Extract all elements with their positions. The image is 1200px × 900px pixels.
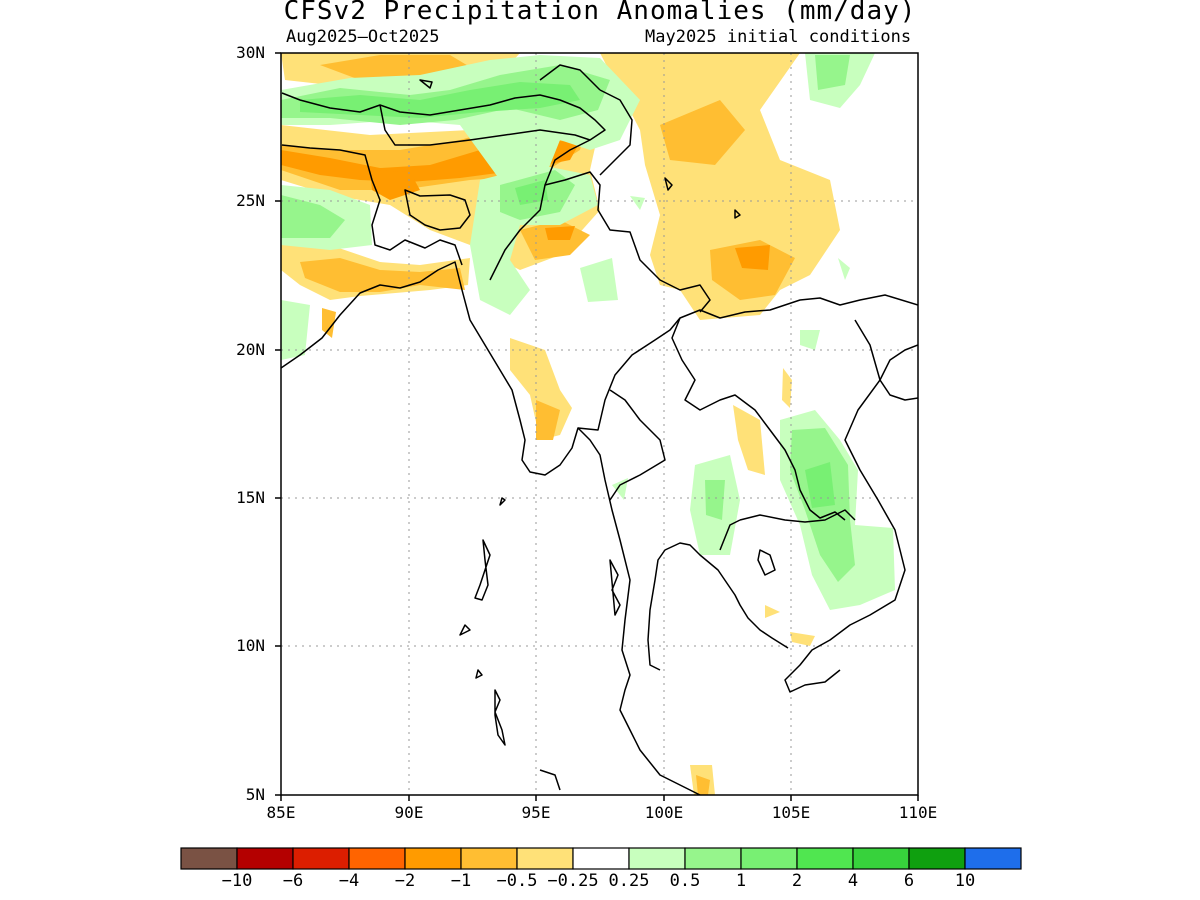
lat-label: 10N (236, 636, 265, 655)
colorbar-swatch (348, 847, 406, 870)
lat-label: 30N (236, 43, 265, 62)
colorbar-label: 1 (735, 871, 747, 891)
colorbar-swatch (684, 847, 742, 870)
lon-label: 95E (521, 803, 551, 822)
colorbar-label: 4 (847, 871, 859, 891)
colorbar-swatch (796, 847, 854, 870)
colorbar (180, 847, 1022, 870)
colorbar-label: 0.5 (669, 871, 701, 891)
forecast-period: Aug2025–Oct2025 (286, 27, 440, 47)
colorbar-label: −0.25 (547, 871, 599, 891)
initial-conditions: May2025 initial conditions (645, 27, 912, 47)
lon-label: 85E (266, 803, 296, 822)
colorbar-swatch (572, 847, 630, 870)
colorbar-label: −0.5 (496, 871, 538, 891)
colorbar-label: −1 (450, 871, 472, 891)
plot-frame (280, 52, 919, 796)
grid-lines (281, 53, 918, 795)
colorbar-swatch (852, 847, 910, 870)
colorbar-swatch (740, 847, 798, 870)
axis-ticks (275, 52, 919, 801)
colorbar-label: −4 (338, 871, 360, 891)
colorbar-swatch (516, 847, 574, 870)
lon-label: 90E (394, 803, 424, 822)
lat-label: 25N (236, 191, 265, 210)
colorbar-label: −6 (282, 871, 304, 891)
colorbar-swatch (180, 847, 238, 870)
colorbar-label: 6 (903, 871, 915, 891)
colorbar-swatch (908, 847, 966, 870)
coastlines-and-borders (281, 64, 918, 795)
lon-label: 100E (644, 803, 684, 822)
colorbar-swatch (292, 847, 350, 870)
map-title: CFSv2 Precipitation Anomalies (mm/day) (283, 0, 917, 26)
lat-label: 5N (245, 785, 265, 804)
colorbar-swatch (236, 847, 294, 870)
colorbar-label: 0.25 (608, 871, 650, 891)
colorbar-swatch (460, 847, 518, 870)
lon-label: 110E (898, 803, 938, 822)
colorbar-label: −10 (221, 871, 253, 891)
colorbar-swatch (628, 847, 686, 870)
colorbar-swatch (404, 847, 462, 870)
colorbar-label: 10 (954, 871, 976, 891)
anomaly-shading (281, 53, 895, 795)
lat-label: 15N (236, 488, 265, 507)
colorbar-label: −2 (394, 871, 416, 891)
lat-label: 20N (236, 340, 265, 359)
colorbar-label: 2 (791, 871, 803, 891)
colorbar-swatch (964, 847, 1022, 870)
lon-label: 105E (771, 803, 811, 822)
